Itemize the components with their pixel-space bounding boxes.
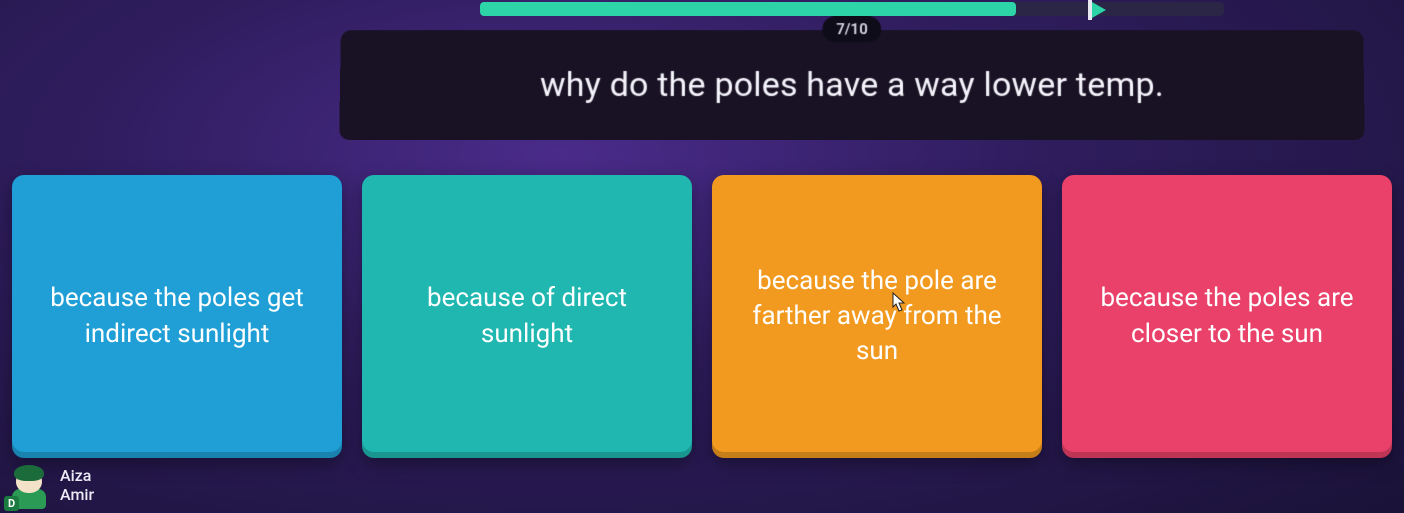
question-text: why do the poles have a way lower temp. (540, 65, 1164, 105)
answer-label: because the poles get indirect sunlight (34, 281, 320, 351)
answer-option-4[interactable]: because the poles are closer to the sun (1062, 175, 1392, 458)
question-box: 7/10 why do the poles have a way lower t… (339, 30, 1365, 140)
answer-label: because the pole are farther away from t… (734, 264, 1020, 369)
progress-track (480, 2, 1224, 16)
answer-option-2[interactable]: because of direct sunlight (362, 175, 692, 458)
player-names: Aiza Amir (60, 467, 94, 504)
question-counter-badge: 7/10 (822, 16, 881, 42)
progress-fill (480, 2, 1016, 16)
player-name-line2: Amir (60, 486, 94, 504)
player-strip: D Aiza Amir (0, 458, 1404, 513)
answer-option-1[interactable]: because the poles get indirect sunlight (12, 175, 342, 458)
player-name-line1: Aiza (60, 467, 94, 485)
answer-label: because the poles are closer to the sun (1084, 281, 1370, 351)
answer-label: because of direct sunlight (384, 281, 670, 351)
avatar-badge: D (4, 496, 19, 511)
player-avatar: D (6, 463, 52, 509)
answer-option-3[interactable]: because the pole are farther away from t… (712, 175, 1042, 458)
avatar-hair-icon (14, 465, 44, 481)
answers-row: because the poles get indirect sunlight … (12, 175, 1392, 458)
